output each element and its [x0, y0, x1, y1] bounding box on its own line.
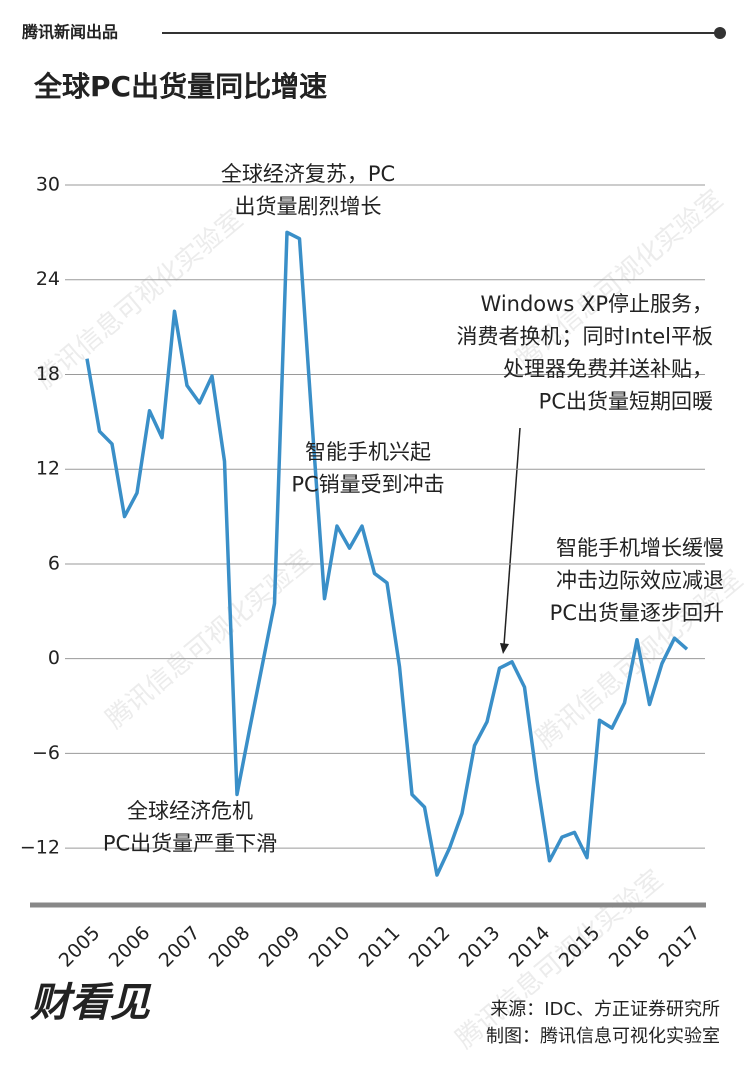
annotation: PC销量受到冲击 — [291, 473, 444, 497]
x-tick-label: 2008 — [205, 922, 255, 972]
annotation-arrow — [503, 427, 521, 646]
y-tick-label: 18 — [36, 363, 60, 385]
x-tick-label: 2010 — [305, 922, 355, 972]
annotation: 冲击边际效应减退 — [556, 569, 724, 593]
annotation: 智能手机兴起 — [305, 440, 431, 464]
annotation: 智能手机增长缓慢 — [556, 536, 724, 560]
y-tick-label: −12 — [20, 837, 60, 859]
watermark: 腾讯信息可视化实验室 — [100, 545, 318, 735]
y-tick-label: 6 — [48, 552, 60, 574]
annotation: 全球经济危机 — [127, 799, 253, 823]
x-tick-label: 2009 — [255, 922, 305, 972]
x-tick-label: 2007 — [155, 922, 205, 972]
annotation: 全球经济复苏，PC — [221, 162, 395, 186]
watermark: 腾讯信息可视化实验室 — [30, 205, 248, 395]
annotation: PC出货量严重下滑 — [103, 832, 277, 856]
annotation: PC出货量短期回暖 — [539, 390, 713, 414]
credit: 制图：腾讯信息可视化实验室 — [486, 1026, 720, 1047]
annotation: 出货量剧烈增长 — [235, 195, 382, 219]
annotation: 处理器免费并送补贴， — [503, 357, 713, 381]
x-tick-label: 2012 — [405, 922, 455, 972]
x-tick-label: 2011 — [355, 922, 405, 972]
annotation: 消费者换机；同时Intel平板 — [457, 325, 714, 349]
chart-title: 全球PC出货量同比增速 — [33, 70, 327, 103]
arrow-head — [500, 643, 509, 654]
annotation: PC出货量逐步回升 — [550, 601, 724, 625]
brand-logo: 财看见 — [30, 980, 152, 1026]
y-tick-label: −6 — [32, 742, 60, 764]
y-tick-label: 30 — [36, 174, 60, 196]
source: 来源：IDC、方正证券研究所 — [490, 999, 720, 1020]
annotation: Windows XP停止服务， — [481, 292, 713, 316]
x-tick-label: 2006 — [105, 922, 155, 972]
x-tick-label: 2013 — [455, 922, 505, 972]
data-line — [85, 230, 689, 877]
y-tick-label: 24 — [36, 268, 60, 290]
x-tick-label: 2017 — [655, 922, 705, 972]
header-logo: 腾讯新闻出品 — [22, 23, 118, 42]
y-tick-label: 12 — [36, 458, 60, 480]
header-dot — [714, 27, 726, 39]
y-tick-label: 0 — [48, 647, 60, 669]
x-tick-label: 2005 — [55, 922, 105, 972]
